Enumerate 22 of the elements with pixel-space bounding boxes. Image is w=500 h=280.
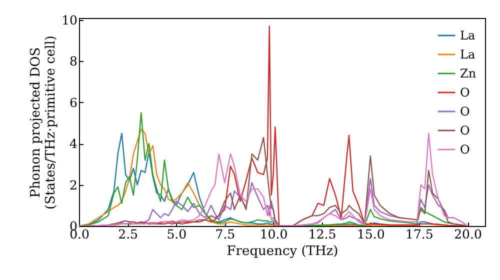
x-tick-label: 17.5 — [406, 226, 434, 242]
y-tick-label: 4 — [70, 136, 78, 152]
x-tick-label: 2.5 — [118, 226, 138, 242]
legend-label: La — [460, 48, 476, 62]
legend-label: La — [460, 28, 476, 42]
x-axis-title: Frequency (THz) — [226, 244, 338, 259]
legend-label: O — [460, 86, 470, 100]
legend-label: O — [460, 142, 470, 156]
y-tick-label: 2 — [70, 177, 78, 192]
x-tick-label: 15.0 — [356, 226, 385, 242]
x-tick-label: 7.5 — [215, 226, 236, 242]
legend-label: O — [460, 104, 470, 118]
y-axis-title: Phonon projected DOS (States/THz·primitive cell) — [28, 35, 59, 210]
legend-label: Zn — [460, 66, 476, 80]
x-tick-label: 12.5 — [308, 226, 336, 242]
x-tick-label: 10.0 — [260, 226, 288, 242]
y-tick-label: 6 — [70, 94, 78, 110]
x-tick-label: 20.0 — [454, 226, 482, 242]
legend-label: O — [460, 124, 470, 138]
y-tick-label: 8 — [70, 54, 78, 69]
x-tick-label: 5.0 — [166, 226, 187, 242]
y-tick-label: 10 — [62, 12, 78, 28]
